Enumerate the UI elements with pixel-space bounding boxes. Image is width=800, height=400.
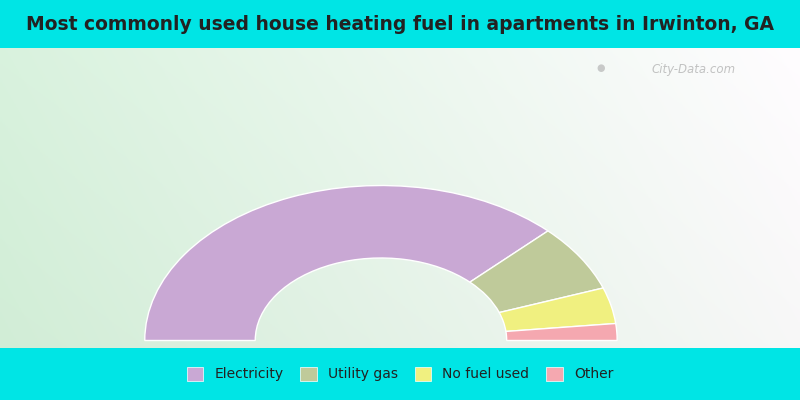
Wedge shape xyxy=(499,288,616,332)
Wedge shape xyxy=(470,231,603,312)
Wedge shape xyxy=(506,324,617,340)
Text: Most commonly used house heating fuel in apartments in Irwinton, GA: Most commonly used house heating fuel in… xyxy=(26,14,774,34)
Wedge shape xyxy=(145,186,548,340)
Text: City-Data.com: City-Data.com xyxy=(652,63,736,76)
Legend: Electricity, Utility gas, No fuel used, Other: Electricity, Utility gas, No fuel used, … xyxy=(186,366,614,382)
Text: ●: ● xyxy=(596,63,605,73)
